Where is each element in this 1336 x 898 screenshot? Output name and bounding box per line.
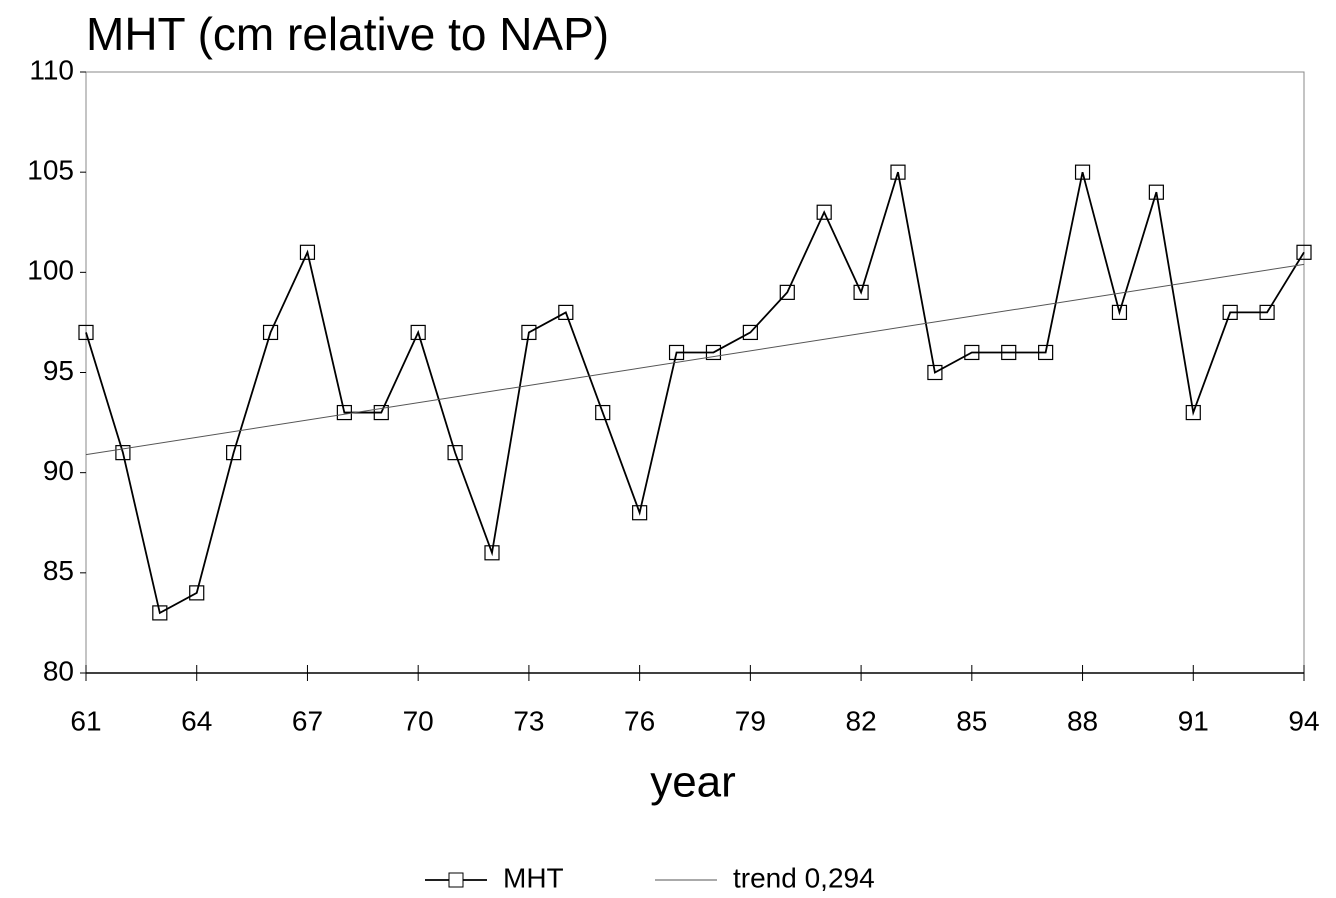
marker <box>816 204 832 220</box>
x-tick-label: 91 <box>1178 705 1209 736</box>
series-line <box>85 263 1305 456</box>
x-tick-label: 61 <box>70 705 101 736</box>
x-tick-label: 64 <box>181 705 212 736</box>
marker <box>1185 404 1201 421</box>
x-axis-label: year <box>650 758 736 807</box>
marker <box>595 404 611 421</box>
x-tick-label: 73 <box>513 705 544 736</box>
marker <box>890 164 906 180</box>
x-tick-label: 79 <box>735 705 766 736</box>
marker <box>78 324 94 341</box>
legend-marker <box>448 872 464 888</box>
marker <box>742 324 758 341</box>
marker <box>1038 344 1054 361</box>
marker <box>152 605 168 621</box>
x-tick-label: 85 <box>956 705 987 736</box>
marker <box>521 324 537 341</box>
x-tick-label: 70 <box>403 705 434 736</box>
marker <box>1001 344 1017 361</box>
legend-label: trend 0,294 <box>733 862 875 893</box>
marker <box>115 445 131 461</box>
marker <box>1148 184 1164 200</box>
chart-title: MHT (cm relative to NAP) <box>86 8 609 60</box>
marker <box>632 505 648 521</box>
y-tick-label: 110 <box>29 54 74 85</box>
marker <box>1222 304 1238 320</box>
marker <box>853 284 869 300</box>
x-tick-label: 67 <box>292 705 323 736</box>
marker <box>262 324 279 341</box>
marker <box>299 244 316 260</box>
marker <box>779 284 795 300</box>
marker <box>668 344 685 361</box>
marker <box>1074 164 1091 180</box>
marker <box>336 404 352 421</box>
marker <box>1259 304 1275 320</box>
legend-label: MHT <box>503 862 564 893</box>
marker <box>447 445 463 461</box>
marker <box>927 364 943 381</box>
marker <box>705 344 722 361</box>
marker <box>1111 304 1128 320</box>
series-line <box>85 171 1305 615</box>
y-tick-label: 105 <box>27 155 74 186</box>
y-tick-label: 90 <box>43 455 74 486</box>
y-tick-label: 80 <box>43 655 74 686</box>
marker <box>189 585 205 601</box>
x-tick-label: 82 <box>846 705 877 736</box>
marker <box>410 324 426 341</box>
y-tick-label: 100 <box>27 255 74 286</box>
x-tick-label: 76 <box>624 705 655 736</box>
marker <box>484 545 500 561</box>
y-tick-label: 85 <box>43 555 74 586</box>
marker <box>1296 244 1312 260</box>
y-tick-label: 95 <box>43 355 74 386</box>
x-tick-label: 94 <box>1288 705 1319 736</box>
x-tick-label: 88 <box>1067 705 1098 736</box>
marker <box>964 344 980 361</box>
marker <box>226 445 242 461</box>
marker <box>373 404 389 421</box>
marker <box>558 304 574 320</box>
plot-frame <box>85 71 1305 674</box>
